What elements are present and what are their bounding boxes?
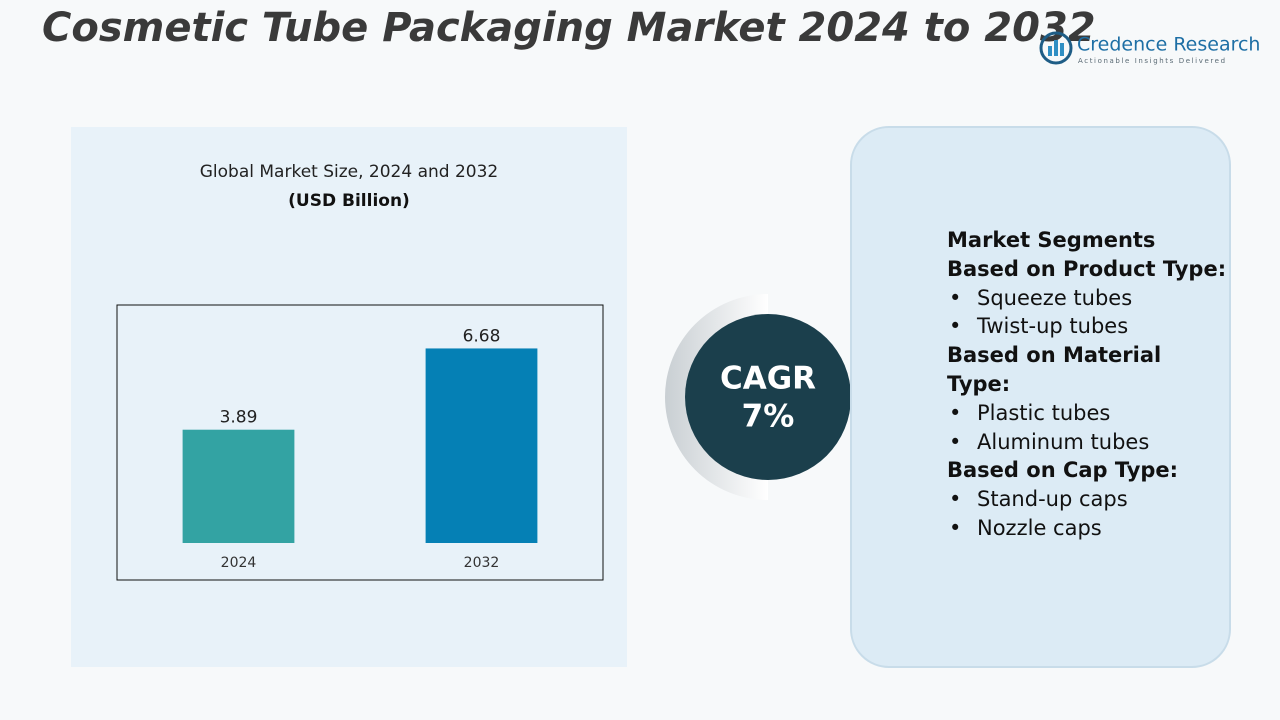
- cagr-ring: [665, 294, 768, 500]
- segment-group-title: Based on Cap Type:: [947, 458, 1179, 483]
- segment-list: Squeeze tubesTwist-up tubes: [947, 284, 1227, 342]
- segment-item: Plastic tubes: [947, 399, 1227, 428]
- segment-group-title: Based on Material Type:: [947, 343, 1162, 396]
- segment-item: Squeeze tubes: [947, 284, 1227, 313]
- segment-group-title: Based on Product Type:: [947, 256, 1227, 281]
- cagr-label: CAGR: [720, 361, 816, 397]
- chart-subtitle: (USD Billion): [288, 191, 410, 211]
- title: Cosmetic Tube Packaging Market 2024 to 2…: [42, 5, 1096, 51]
- logo: Credence Research Actionable Insights De…: [1039, 31, 1260, 65]
- value-label: 6.68: [463, 326, 501, 346]
- segment-item: Nozzle caps: [947, 514, 1227, 543]
- segments-heading: Market Segments: [947, 228, 1156, 252]
- segment-item: Stand-up caps: [947, 485, 1227, 514]
- x-tick-label: 2024: [221, 555, 257, 571]
- bar: [425, 348, 538, 543]
- segment-list: Plastic tubesAluminum tubes: [947, 399, 1227, 457]
- logo-tagline: Actionable Insights Delivered: [1078, 57, 1227, 65]
- segments: Market Segments Based on Product Type: Squ…: [947, 226, 1227, 543]
- segment-item: Twist-up tubes: [947, 312, 1227, 341]
- value-label: 3.89: [220, 408, 258, 428]
- chart-title: Global Market Size, 2024 and 2032: [200, 162, 499, 182]
- bar: [182, 429, 295, 543]
- cagr-circle: [685, 314, 851, 480]
- chart-frame: [116, 304, 604, 581]
- x-tick-label: 2032: [464, 555, 500, 571]
- segment-list: Stand-up capsNozzle caps: [947, 485, 1227, 543]
- segment-item: Aluminum tubes: [947, 428, 1227, 457]
- cagr-value: 7%: [742, 399, 795, 435]
- logo-name: Credence Research: [1077, 34, 1260, 56]
